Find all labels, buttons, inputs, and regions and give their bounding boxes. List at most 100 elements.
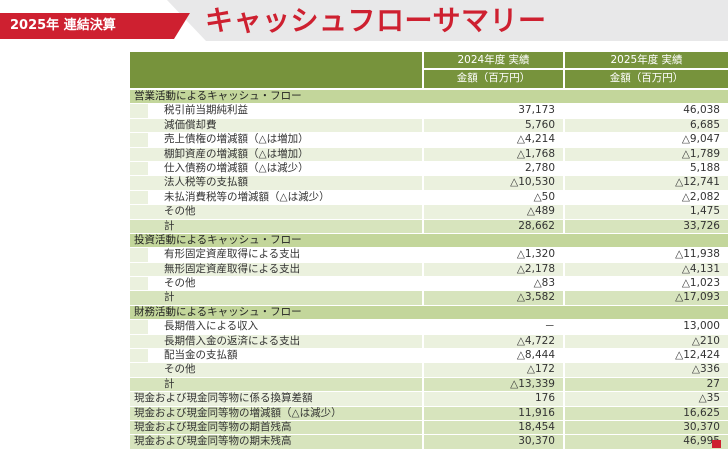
value-2025: △35: [563, 392, 728, 406]
row-indent: [130, 248, 148, 262]
column-subheader-2024: 金額（百万円）: [456, 72, 531, 84]
year-ribbon-label: 2025年 連結決算: [10, 18, 116, 33]
row-indent: [130, 176, 148, 190]
value-2024: △10,530: [422, 176, 563, 190]
title-banner: [167, 0, 728, 41]
row-label: 売上債権の増減額（△は増加）: [164, 133, 309, 146]
row-label: 仕入債務の増減額（△は減少）: [164, 161, 309, 174]
value-2025: △336: [563, 363, 728, 377]
row-label: 計: [164, 291, 175, 304]
value-2024: －: [422, 320, 563, 334]
table-row: 有形固定資産取得による支出 △1,320 △11,938: [130, 248, 728, 263]
table-row: 長期借入による収入 － 13,000: [130, 320, 728, 335]
row-indent: [130, 349, 148, 363]
row-label: 現金および現金同等物の期末残高: [134, 435, 292, 448]
value-2024: △172: [422, 363, 563, 377]
row-indent: [130, 219, 148, 233]
row-label: 計: [164, 377, 175, 390]
row-label: 現金および現金同等物の増減額（△は減少）: [134, 406, 342, 419]
value-2025: 33,726: [563, 219, 728, 233]
value-2024: 11,916: [422, 406, 563, 420]
section-label: 営業活動によるキャッシュ・フロー: [134, 90, 302, 102]
column-header-2025: 2025年度 実績 金額（百万円）: [563, 52, 728, 88]
value-2025: △2,082: [563, 190, 728, 205]
table-row: 税引前当期純利益 37,173 46,038: [130, 104, 728, 119]
value-2024: △1,768: [422, 147, 563, 161]
value-2024: 30,370: [422, 435, 563, 449]
section-header-row: 財務活動によるキャッシュ・フロー: [130, 305, 728, 321]
value-2025: △17,093: [563, 291, 728, 305]
value-2025: 16,625: [563, 406, 728, 420]
section-label: 財務活動によるキャッシュ・フロー: [134, 305, 302, 318]
value-2025: 46,995: [563, 435, 728, 449]
value-2025: 46,038: [563, 104, 728, 118]
row-label: 配当金の支払額: [164, 349, 238, 362]
value-2025: △12,424: [563, 349, 728, 363]
table-row: 減価償却費 5,760 6,685: [130, 118, 728, 134]
value-2024: △3,582: [422, 291, 563, 305]
section-label: 投資活動によるキャッシュ・フロー: [134, 233, 302, 246]
row-indent: [130, 133, 148, 147]
page-title: キャッシュフローサマリー: [205, 4, 547, 37]
row-label: 減価償却費: [164, 118, 217, 131]
value-2025: △1,789: [563, 147, 728, 161]
table-row: 現金および現金同等物の期首残高 18,454 30,370: [130, 420, 728, 436]
row-label: その他: [164, 277, 196, 290]
value-2025: △11,938: [563, 248, 728, 262]
row-label: 棚卸資産の増減額（△は増加）: [164, 147, 309, 160]
table-row: その他 △83 △1,023: [130, 277, 728, 292]
value-2024: △50: [422, 190, 563, 205]
table-row: 売上債権の増減額（△は増加） △4,214 △9,047: [130, 133, 728, 148]
value-2024: 5,760: [422, 118, 563, 133]
value-2024: △1,320: [422, 248, 563, 262]
row-indent: [130, 104, 148, 118]
table-row: その他 △172 △336: [130, 363, 728, 378]
section-header-row: 投資活動によるキャッシュ・フロー: [130, 233, 728, 249]
row-label: 現金および現金同等物に係る換算差額: [134, 392, 313, 405]
value-2025: △1,023: [563, 277, 728, 291]
row-indent: [130, 147, 148, 161]
table-row: 仕入債務の増減額（△は減少） 2,780 5,188: [130, 161, 728, 177]
value-2024: △4,722: [422, 334, 563, 349]
row-label: 長期借入金の返済による支出: [164, 334, 301, 347]
table-row: 無形固定資産取得による支出 △2,178 △4,131: [130, 262, 728, 278]
value-2024: △8,444: [422, 349, 563, 363]
row-label: 無形固定資産取得による支出: [164, 262, 301, 275]
section-header-row: 営業活動によるキャッシュ・フロー: [130, 90, 728, 105]
table-row: その他 △489 1,475: [130, 205, 728, 220]
value-2024: △4,214: [422, 133, 563, 147]
value-2025: 13,000: [563, 320, 728, 334]
table-row: 計 28,662 33,726: [130, 219, 728, 234]
row-label: 現金および現金同等物の期首残高: [134, 420, 292, 433]
column-header-2024-label: 2024年度 実績: [424, 52, 563, 70]
row-indent: [130, 190, 148, 205]
value-2024: △83: [422, 277, 563, 291]
row-label: 長期借入による収入: [164, 320, 259, 333]
value-2024: △2,178: [422, 262, 563, 277]
row-indent: [130, 205, 148, 219]
table-body: 営業活動によるキャッシュ・フロー税引前当期純利益 37,173 46,038 減価償却…: [130, 90, 728, 450]
table-row: 棚卸資産の増減額（△は増加） △1,768 △1,789: [130, 147, 728, 162]
row-indent: [130, 377, 148, 392]
row-label: 税引前当期純利益: [164, 104, 248, 117]
value-2025: △4,131: [563, 262, 728, 277]
row-indent: [130, 161, 148, 176]
table-row: 配当金の支払額 △8,444 △12,424: [130, 349, 728, 364]
table-row: 現金および現金同等物の増減額（△は減少） 11,916 16,625: [130, 406, 728, 421]
value-2025: △210: [563, 334, 728, 349]
value-2025: 30,370: [563, 420, 728, 435]
row-indent: [130, 262, 148, 277]
value-2025: 1,475: [563, 205, 728, 219]
table-row: 法人税等の支払額 △10,530 △12,741: [130, 176, 728, 191]
value-2024: 28,662: [422, 219, 563, 233]
row-indent: [130, 277, 148, 291]
table-row: 長期借入金の返済による支出 △4,722 △210: [130, 334, 728, 350]
table-row: 現金および現金同等物に係る換算差額 176 △35: [130, 392, 728, 407]
row-indent: [130, 320, 148, 334]
value-2024: △489: [422, 205, 563, 219]
cash-flow-table: 2024年度 実績 金額（百万円） 2025年度 実績 金額（百万円） 営業活動…: [130, 52, 728, 450]
table-row: 現金および現金同等物の期末残高 30,370 46,995: [130, 435, 728, 450]
row-label: 計: [164, 219, 175, 232]
row-label: 有形固定資産取得による支出: [164, 248, 301, 261]
